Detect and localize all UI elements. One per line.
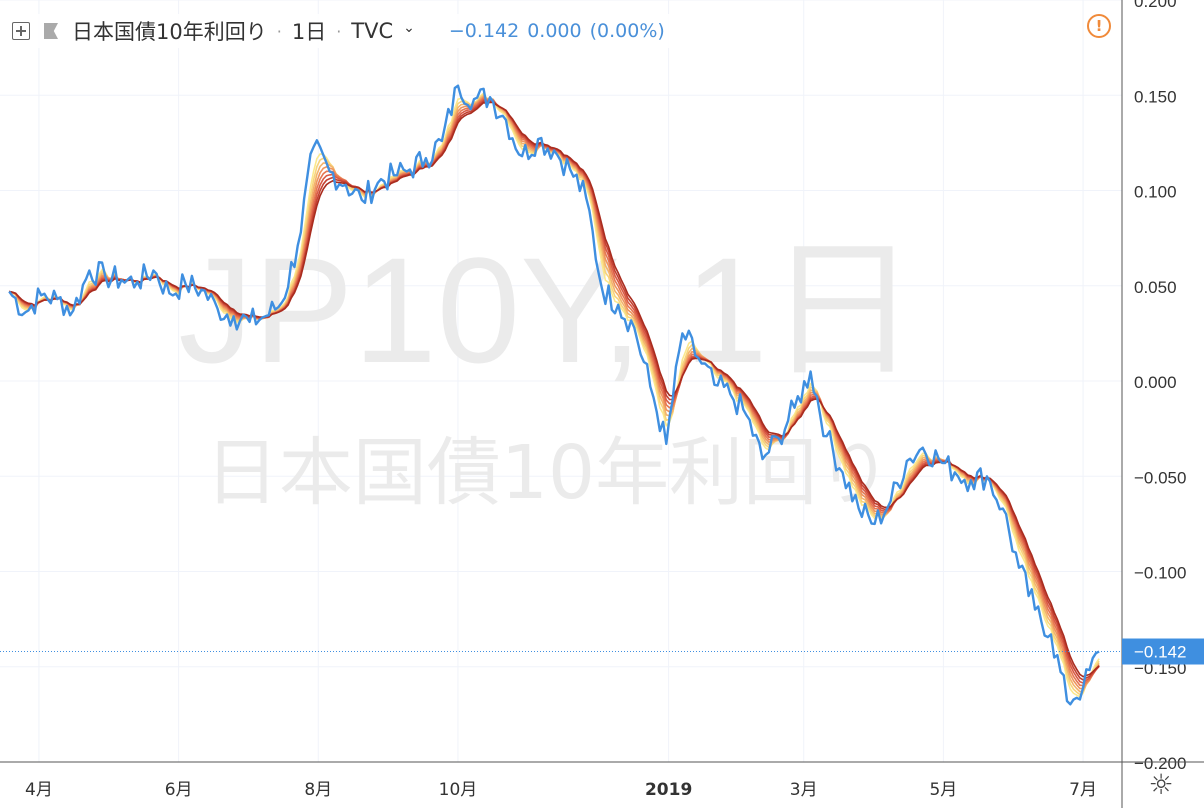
- price-series: [8, 84, 1100, 706]
- y-tick-label: 0.200: [1134, 0, 1177, 11]
- interval-label[interactable]: 1日: [291, 20, 327, 44]
- ribbon-line: [8, 93, 1100, 696]
- watermark-symbol: JP10Y, 1日: [178, 226, 917, 394]
- separator-dot: ·: [276, 21, 282, 41]
- watermark-name: 日本国債10年利回り: [205, 430, 891, 516]
- gear-icon[interactable]: ☼: [1148, 768, 1174, 801]
- x-tick-label: 7月: [1069, 780, 1097, 800]
- x-tick-label: 3月: [790, 780, 818, 800]
- x-tick-label: 5月: [929, 780, 957, 800]
- alert-circle-icon[interactable]: !: [1087, 14, 1111, 38]
- x-tick-label: 2019: [645, 780, 692, 800]
- y-tick-label: −0.100: [1134, 564, 1186, 583]
- y-tick-label: 0.000: [1134, 373, 1177, 392]
- x-tick-label: 8月: [304, 780, 332, 800]
- ribbon-line: [8, 91, 1100, 698]
- symbol-name[interactable]: 日本国債10年利回り: [72, 20, 267, 44]
- chevron-down-icon[interactable]: ⌄: [403, 20, 415, 36]
- last-price-label: −0.142: [1134, 643, 1186, 662]
- last-price-badge: [1122, 638, 1204, 665]
- legend-header: 日本国債10年利回り · 1日 · TVC ⌄ −0.142 0.000 (0.…: [12, 14, 671, 48]
- price-line: [8, 84, 1100, 706]
- change-percent: (0.00%): [589, 20, 665, 42]
- plus-square-icon[interactable]: [12, 22, 36, 40]
- separator-dot: ·: [336, 21, 342, 41]
- y-tick-label: 0.050: [1134, 278, 1177, 297]
- x-tick-label: 4月: [25, 780, 53, 800]
- y-tick-label: 0.100: [1134, 183, 1177, 202]
- x-tick-label: 6月: [165, 780, 193, 800]
- ribbon-lines: [8, 91, 1100, 698]
- y-tick-label: −0.050: [1134, 468, 1186, 487]
- x-tick-label: 10月: [439, 780, 478, 800]
- last-price-line: −0.142: [0, 638, 1204, 665]
- y-tick-label: −0.200: [1134, 754, 1186, 773]
- change-value: 0.000: [527, 20, 582, 42]
- y-tick-label: 0.150: [1134, 87, 1177, 106]
- flag-icon[interactable]: [44, 23, 64, 39]
- last-value: −0.142: [448, 20, 520, 42]
- source-label[interactable]: TVC: [351, 19, 394, 43]
